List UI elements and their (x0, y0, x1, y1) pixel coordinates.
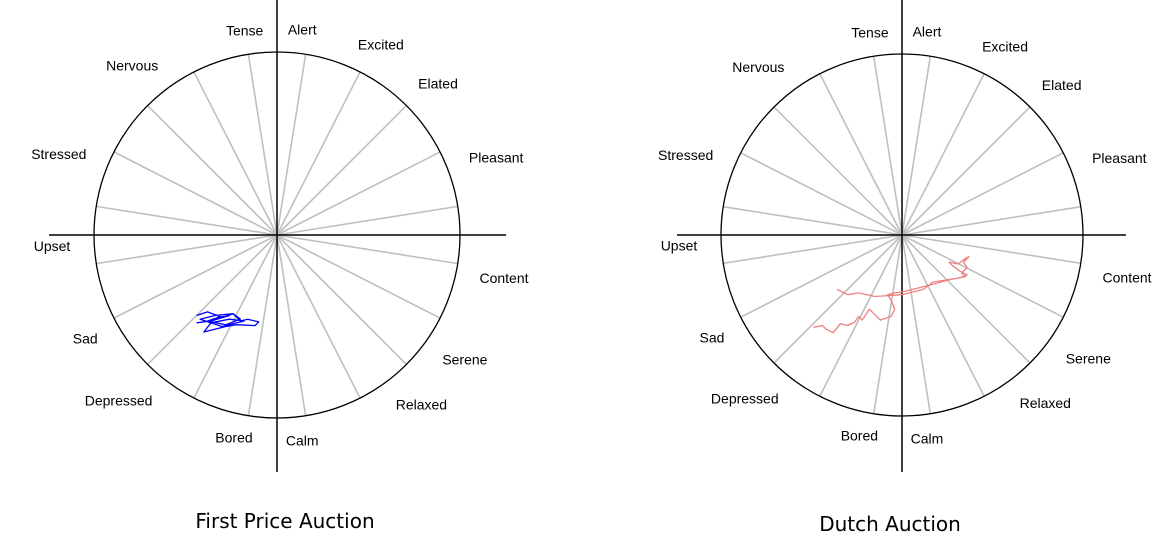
emotion-label-bored: Bored (215, 429, 252, 445)
wheel-spoke (901, 234, 985, 397)
emotion-label-serene: Serene (1066, 350, 1111, 366)
wheel-spoke (193, 71, 278, 236)
wheel-spoke (276, 54, 307, 236)
wheel-spoke (96, 205, 278, 236)
wheel-spoke (901, 234, 1031, 364)
trajectory-line (813, 256, 970, 334)
wheel-spoke (96, 234, 278, 265)
wheel-spoke (901, 205, 1081, 236)
panel-caption: First Price Auction (195, 509, 374, 533)
emotion-label-content: Content (479, 270, 528, 286)
emotion-label-upset: Upset (661, 238, 698, 254)
emotion-label-elated: Elated (418, 76, 458, 92)
wheel-spoke (872, 56, 903, 236)
wheel-spoke (819, 234, 903, 397)
wheel-spoke (113, 151, 278, 236)
emotion-label-excited: Excited (982, 38, 1028, 54)
emotion-label-pleasant: Pleasant (1092, 150, 1147, 166)
emotion-label-calm: Calm (286, 432, 319, 448)
wheel-spoke (147, 234, 278, 365)
emotion-label-elated: Elated (1042, 77, 1082, 93)
emotion-label-stressed: Stressed (31, 146, 86, 162)
wheel-spoke (773, 106, 903, 236)
emotion-label-alert: Alert (913, 24, 942, 40)
emotion-label-relaxed: Relaxed (396, 397, 447, 413)
wheel-spoke (247, 234, 278, 416)
emotion-label-excited: Excited (358, 36, 404, 52)
emotion-label-bored: Bored (841, 428, 878, 444)
panel-caption: Dutch Auction (819, 512, 961, 536)
wheel-spoke (872, 234, 903, 414)
wheel-spoke (819, 73, 903, 236)
emotion-label-sad: Sad (700, 330, 725, 346)
wheel-spoke (901, 152, 1064, 236)
emotion-label-relaxed: Relaxed (1020, 395, 1071, 411)
wheel-spoke (740, 234, 903, 318)
emotion-label-serene: Serene (442, 352, 487, 368)
wheel-spoke (901, 234, 1081, 265)
wheel-spoke (740, 152, 903, 236)
wheel-spoke (276, 234, 307, 416)
emotion-label-alert: Alert (288, 22, 317, 38)
wheel-spoke (276, 71, 361, 236)
emotion-label-content: Content (1103, 270, 1152, 286)
trajectory-line (196, 311, 260, 333)
emotion-label-pleasant: Pleasant (469, 149, 524, 165)
emotion-label-stressed: Stressed (658, 147, 713, 163)
emotion-label-nervous: Nervous (106, 57, 158, 73)
wheel-spoke (901, 234, 932, 414)
emotion-label-nervous: Nervous (732, 59, 784, 75)
emotion-label-tense: Tense (226, 23, 264, 39)
wheel-spoke (901, 234, 1064, 318)
emotion-label-calm: Calm (911, 430, 944, 446)
wheel-spoke (276, 205, 458, 236)
wheel-spoke (276, 234, 458, 265)
emotion-label-sad: Sad (73, 331, 98, 347)
dutch-auction-panel: Alert Excited Elated Pleasant Content Serene R… (658, 0, 1152, 536)
wheel-spoke (773, 234, 903, 364)
wheel-spoke (723, 205, 903, 236)
wheel-spoke (901, 106, 1031, 236)
wheel-spoke (247, 54, 278, 236)
wheel-spoke (276, 105, 407, 236)
wheel-spoke (276, 234, 441, 319)
emotion-label-tense: Tense (851, 25, 889, 41)
emotion-label-upset: Upset (34, 238, 71, 254)
wheel-spoke (113, 234, 278, 319)
wheel-spoke (723, 234, 903, 265)
emotion-label-depressed: Depressed (711, 391, 779, 407)
wheel-spoke (901, 56, 932, 236)
wheel-spoke (276, 234, 407, 365)
wheel-spoke (147, 105, 278, 236)
first-price-auction-panel: Alert Excited Elated Pleasant Content Serene R… (31, 0, 529, 533)
emotion-label-depressed: Depressed (85, 392, 153, 408)
wheel-spoke (901, 73, 985, 236)
wheel-spoke (276, 151, 441, 236)
wheel-spoke (276, 234, 361, 399)
